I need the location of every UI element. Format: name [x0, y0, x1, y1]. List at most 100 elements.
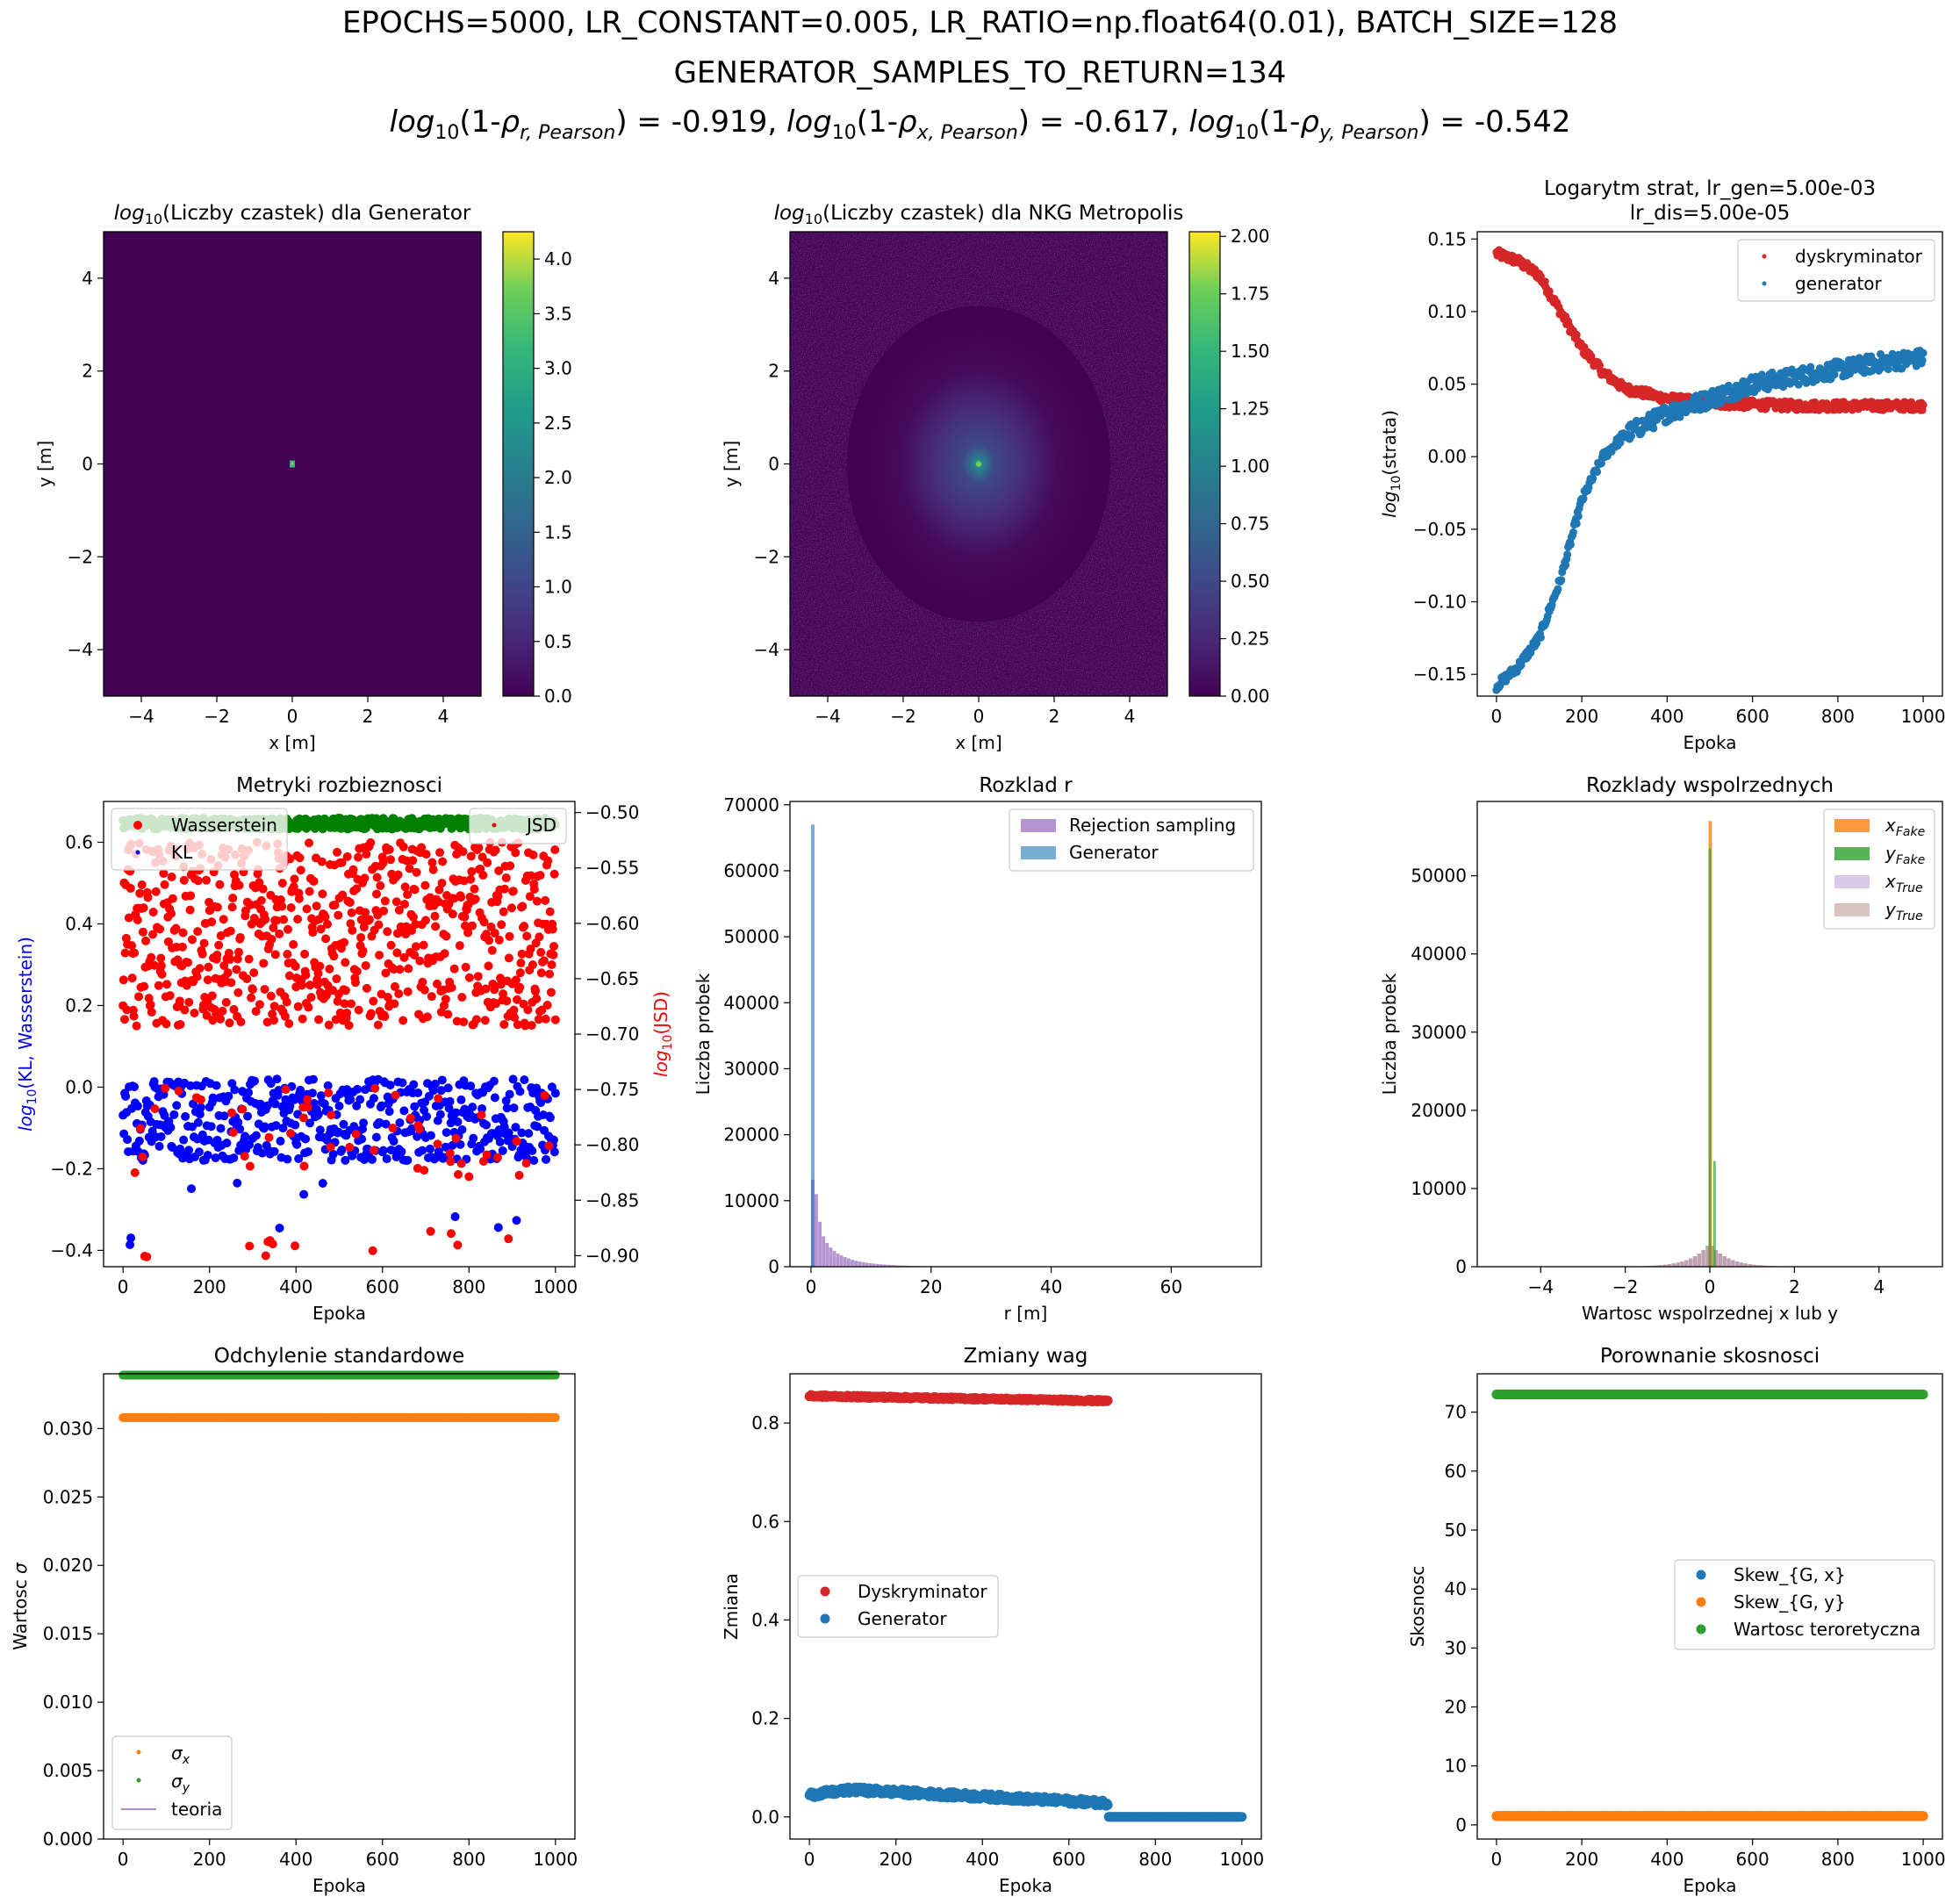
wasserstein-point — [486, 922, 496, 931]
wasserstein-point — [356, 932, 366, 942]
y-tick-label: 0.15 — [1427, 228, 1467, 249]
wasserstein-point — [536, 947, 546, 957]
true-bar — [1739, 1262, 1744, 1267]
true-bar — [1667, 1263, 1672, 1267]
wasserstein-point — [368, 1246, 377, 1255]
kl-point — [381, 1119, 391, 1129]
generator-point — [1757, 370, 1766, 379]
wasserstein-point — [408, 856, 418, 866]
wasserstein-point — [142, 1252, 152, 1261]
divergence-panel: 0 200 400 600 800 1000−0.4−0.20.00.20.40.6−0.… — [15, 774, 675, 1324]
wasserstein-point — [499, 884, 509, 894]
wasserstein-point — [411, 920, 420, 930]
x-tick-label: 1000 — [533, 1849, 578, 1870]
x-tick-label: −4 — [1528, 1276, 1554, 1297]
wasserstein-point — [293, 915, 303, 924]
kl-point — [126, 1233, 136, 1243]
wasserstein-point — [427, 858, 437, 867]
rejection-bar — [861, 1261, 865, 1267]
wasserstein-point — [350, 978, 360, 988]
wasserstein-point — [399, 952, 409, 962]
generator-point — [1884, 365, 1892, 374]
kl-point — [505, 1089, 514, 1099]
true-bar — [1752, 1264, 1756, 1267]
y-tick-label: 0 — [768, 454, 779, 475]
generator-point — [1557, 576, 1566, 585]
wasserstein-point — [132, 1021, 141, 1031]
wasserstein-point — [192, 972, 202, 981]
kl-point — [181, 1111, 190, 1121]
wasserstein-point — [241, 906, 250, 916]
true-bar — [1734, 1261, 1740, 1267]
wasserstein-point — [394, 905, 404, 915]
legend-marker — [135, 850, 140, 855]
wasserstein-point — [536, 968, 546, 978]
kl-point — [270, 1099, 280, 1109]
true-bar — [1739, 1262, 1744, 1267]
y-tick-label: 0.025 — [43, 1486, 93, 1507]
wasserstein-point — [506, 903, 516, 913]
kl-point — [179, 1135, 189, 1145]
wasserstein-point — [129, 1011, 139, 1021]
wasserstein-point — [358, 946, 368, 956]
wasserstein-point — [338, 890, 348, 900]
kl-point — [469, 1133, 478, 1143]
wasserstein-point — [235, 932, 245, 942]
wasserstein-point — [442, 931, 451, 941]
x-tick-label: 0 — [287, 706, 298, 727]
y-axis-label-left: log10(KL, Wasserstein) — [15, 937, 39, 1132]
rejection-bar — [836, 1253, 840, 1267]
kl-point — [495, 1137, 505, 1146]
x-tick-label: −4 — [815, 706, 840, 727]
chart-title-line2: lr_dis=5.00e-05 — [1630, 202, 1791, 225]
kl-point — [395, 1117, 405, 1127]
wasserstein-point — [258, 884, 268, 894]
true-bar — [1697, 1253, 1701, 1267]
wasserstein-point — [482, 1150, 492, 1160]
legend-label: dyskryminator — [1795, 246, 1923, 267]
y-fake-bar — [1712, 1160, 1716, 1267]
wasserstein-point — [247, 993, 256, 1002]
y-axis-label: y [m] — [721, 441, 742, 487]
wasserstein-point — [376, 880, 385, 890]
wasserstein-point — [369, 1146, 378, 1155]
wasserstein-point — [285, 854, 295, 864]
wasserstein-point — [135, 888, 145, 898]
wasserstein-point — [528, 959, 537, 969]
wasserstein-point — [395, 965, 405, 974]
wasserstein-point — [176, 1019, 185, 1029]
wasserstein-point — [467, 866, 477, 876]
wasserstein-point — [514, 1170, 524, 1180]
wasserstein-point — [381, 968, 391, 978]
wasserstein-point — [417, 843, 427, 852]
kl-point — [352, 1101, 362, 1110]
wasserstein-point — [146, 1000, 155, 1009]
wasserstein-point — [535, 932, 544, 942]
true-bar — [1671, 1263, 1676, 1267]
wasserstein-point — [360, 873, 370, 883]
wasserstein-point — [207, 917, 217, 927]
wasserstein-point — [523, 1005, 533, 1015]
x-tick-label: 800 — [452, 1276, 485, 1297]
x-tick-label: 1000 — [1901, 706, 1946, 727]
dyskryminator-point — [1919, 400, 1928, 409]
true-bar — [1663, 1264, 1668, 1267]
kl-point — [121, 1091, 131, 1101]
colorbar-tick-label: 1.25 — [1231, 399, 1270, 420]
wasserstein-point — [212, 902, 222, 912]
wasserstein-point — [415, 956, 425, 966]
wasserstein-point — [443, 1009, 453, 1019]
kl-point — [355, 1095, 365, 1104]
wasserstein-point — [421, 916, 431, 925]
wasserstein-point — [150, 1104, 160, 1114]
wasserstein-point — [352, 966, 362, 976]
kl-point — [196, 1103, 205, 1112]
wasserstein-point — [324, 1088, 334, 1097]
generator-point — [1572, 519, 1581, 528]
y-tick-label: 70000 — [723, 794, 779, 815]
colorbar-tick-label: 3.5 — [544, 303, 572, 324]
wasserstein-point — [400, 882, 410, 892]
wasserstein-point — [362, 850, 371, 859]
wasserstein-point — [546, 988, 556, 997]
